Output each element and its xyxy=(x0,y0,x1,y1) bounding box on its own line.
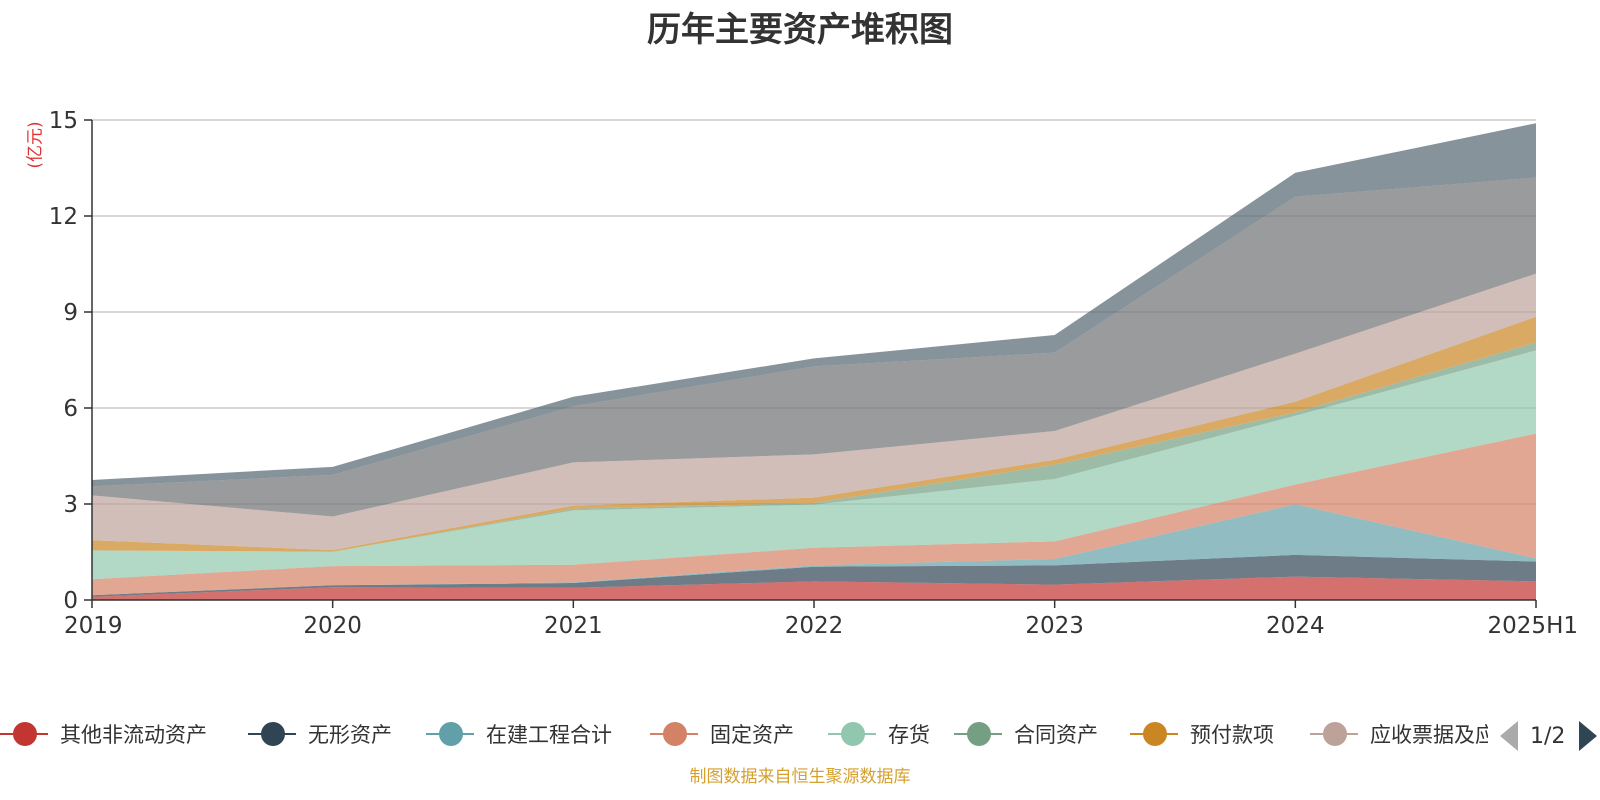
legend-item[interactable]: 无形资产 xyxy=(248,716,392,752)
legend-label: 在建工程合计 xyxy=(486,723,612,747)
area-series-2 xyxy=(92,504,1536,596)
x-tick-label: 2022 xyxy=(785,613,844,639)
legend-label: 预付款项 xyxy=(1190,723,1274,747)
area-series-7 xyxy=(92,273,1536,551)
legend-pager: 1/2 xyxy=(1500,718,1598,754)
legend-label: 固定资产 xyxy=(710,723,794,747)
legend-item[interactable]: 预付款项 xyxy=(1130,716,1274,752)
area-series-0 xyxy=(92,576,1536,600)
legend-marker-icon xyxy=(1310,720,1358,748)
area-series-9 xyxy=(92,123,1536,487)
legend-items: 其他非流动资产 无形资产 在建工程合计 固定资产 存货 合同资产 预付款项 应收票据及应收账款 xyxy=(0,716,1488,756)
legend-marker-icon xyxy=(426,720,474,748)
legend-marker-icon xyxy=(954,720,1002,748)
y-tick-label: 15 xyxy=(49,108,78,134)
legend: 其他非流动资产 无形资产 在建工程合计 固定资产 存货 合同资产 预付款项 应收票据及应收账款… xyxy=(0,716,1600,756)
legend-label: 其他非流动资产 xyxy=(60,723,207,747)
legend-item[interactable]: 固定资产 xyxy=(650,716,794,752)
legend-item[interactable]: 其他非流动资产 xyxy=(0,716,207,752)
legend-next-page-icon[interactable] xyxy=(1579,721,1598,751)
legend-item[interactable]: 合同资产 xyxy=(954,716,1098,752)
legend-page-indicator: 1/2 xyxy=(1530,723,1566,749)
x-tick-label: 2023 xyxy=(1025,613,1084,639)
legend-item[interactable]: 存货 xyxy=(828,716,930,752)
legend-marker-icon xyxy=(650,720,698,748)
legend-marker-icon xyxy=(828,720,876,748)
legend-marker-icon xyxy=(0,720,48,748)
legend-marker-icon xyxy=(1130,720,1178,748)
legend-item[interactable]: 在建工程合计 xyxy=(426,716,612,752)
chart-title: 历年主要资产堆积图 xyxy=(647,10,953,50)
x-tick-label: 2024 xyxy=(1266,613,1325,639)
area-series-4 xyxy=(92,350,1536,580)
area-series-1 xyxy=(92,554,1536,597)
legend-label: 无形资产 xyxy=(308,723,392,747)
area-series-3 xyxy=(92,433,1536,596)
x-tick-label: 2021 xyxy=(544,613,603,639)
legend-prev-page-icon[interactable] xyxy=(1500,721,1518,751)
area-series-8 xyxy=(92,177,1536,517)
x-tick-label: 2020 xyxy=(303,613,362,639)
area-series xyxy=(92,123,1536,600)
y-tick-label: 9 xyxy=(63,300,78,326)
y-tick-label: 12 xyxy=(49,204,78,230)
axes: 0 3 6 9 12 15 2019 2020 2021 2022 2023 2024 2025H1 xyxy=(49,108,1578,639)
x-tick-label: 2019 xyxy=(64,613,123,639)
stacked-area-chart: 0 3 6 9 12 15 2019 2020 2021 2022 2023 2024 2025H1 xyxy=(49,108,1578,639)
legend-item[interactable]: 应收票据及应收账款 xyxy=(1310,716,1488,752)
legend-label: 存货 xyxy=(888,723,930,747)
data-source-note: 制图数据来自恒生聚源数据库 xyxy=(689,767,911,787)
y-tick-label: 6 xyxy=(63,396,78,422)
y-tick-label: 0 xyxy=(63,588,78,614)
legend-label: 应收票据及应收账款 xyxy=(1370,723,1488,747)
legend-label: 合同资产 xyxy=(1014,723,1098,747)
legend-marker-icon xyxy=(248,720,296,748)
x-tick-label: 2025H1 xyxy=(1488,613,1578,639)
y-tick-label: 3 xyxy=(63,492,78,518)
